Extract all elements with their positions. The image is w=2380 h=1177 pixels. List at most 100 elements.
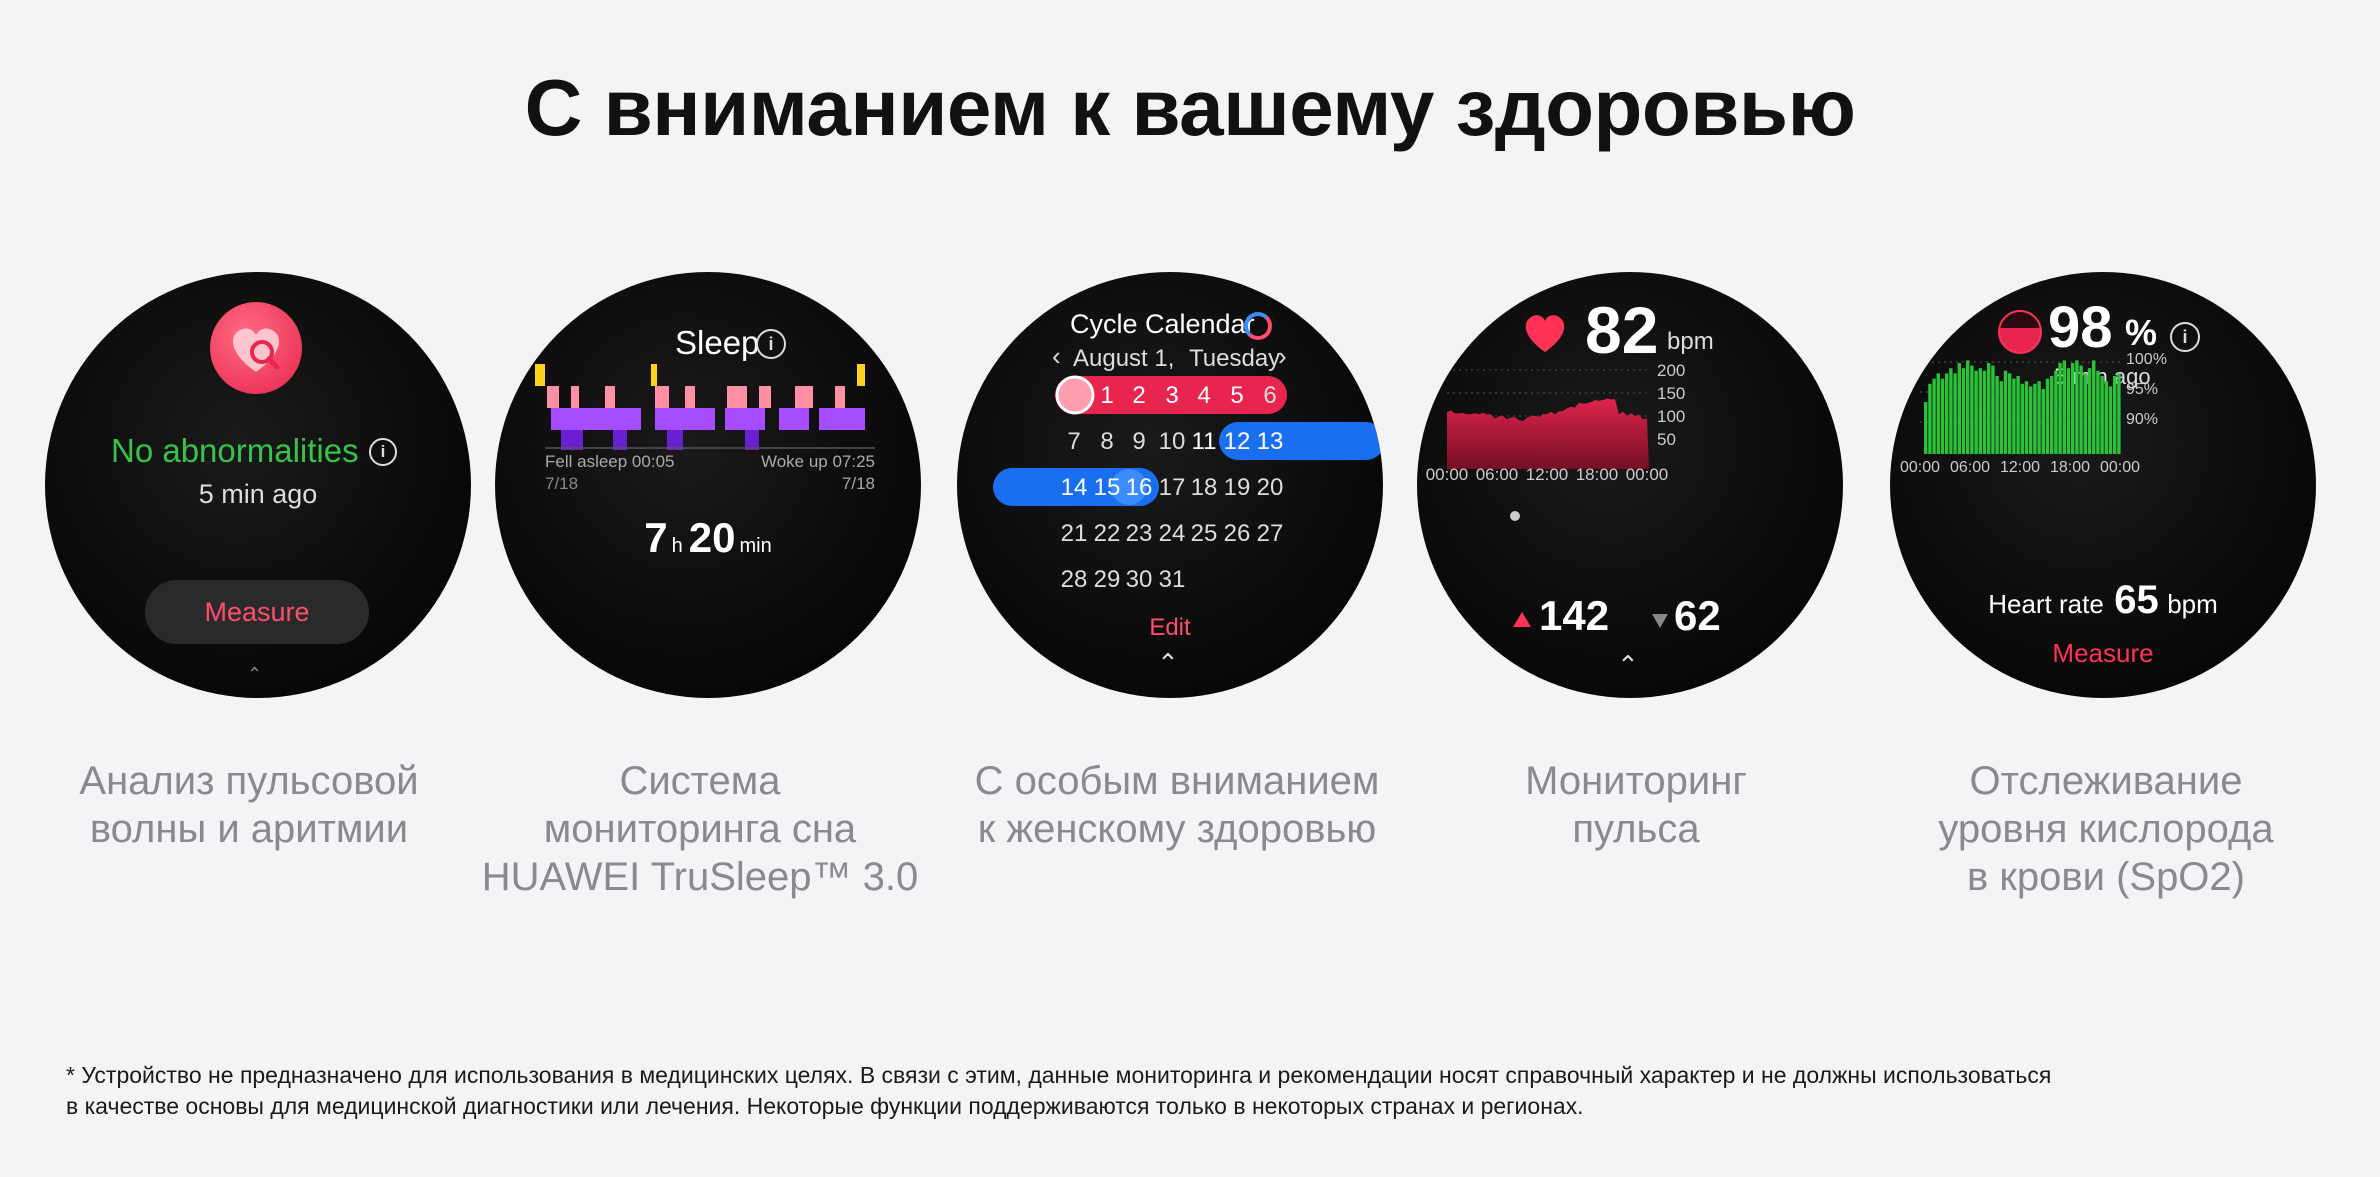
sleep-stage-bar [745, 430, 759, 450]
sleep-stage-bar [571, 386, 579, 408]
spo2-bar [1941, 379, 1944, 454]
spo2-bar [1937, 373, 1940, 454]
calendar-day[interactable]: 15 [1094, 474, 1121, 501]
spo2-bar [2092, 360, 2095, 454]
calendar-day[interactable]: 20 [1257, 474, 1284, 501]
spo2-bar [2012, 379, 2015, 454]
x-tick-label: 06:00 [1950, 459, 1990, 476]
calendar-day[interactable]: 17 [1159, 474, 1186, 501]
caption-line: в крови (SpO2) [1866, 853, 2346, 901]
spo2-bar [2033, 384, 2036, 454]
calendar-day[interactable]: 1 [1100, 382, 1113, 409]
calendar-day[interactable]: 18 [1191, 474, 1218, 501]
spo2-bar [1979, 368, 1982, 454]
spo2-bar [1987, 363, 1990, 454]
calendar-day[interactable]: 28 [1061, 566, 1088, 593]
spo2-bar [2075, 360, 2078, 454]
measure-button[interactable]: Measure [1890, 638, 2316, 669]
spo2-bar [2084, 373, 2087, 454]
fell-asleep-label: Fell asleep 00:05 [545, 452, 674, 472]
spo2-bar [1945, 373, 1948, 454]
watch-heart-rate: 82 bpm 200 150 100 50 00:00 06:00 12:00 18:00 00… [1417, 272, 1843, 698]
chevron-up-icon[interactable]: ⌃ [1617, 650, 1639, 681]
calendar-day[interactable]: 21 [1061, 520, 1088, 547]
calendar-day[interactable]: 19 [1224, 474, 1251, 501]
calendar-day[interactable]: 24 [1159, 520, 1186, 547]
sleep-stage-bar [857, 364, 865, 386]
calendar-day[interactable]: 26 [1224, 520, 1251, 547]
caption-ecg: Анализ пульсовой волны и аритмии [9, 757, 489, 853]
calendar-day[interactable]: 31 [1159, 566, 1186, 593]
spo2-bar [2029, 386, 2032, 454]
spo2-bar [2042, 389, 2045, 454]
calendar-day[interactable]: 22 [1094, 520, 1121, 547]
disclaimer-footnote: * Устройство не предназначено для исполь… [66, 1060, 2316, 1122]
chevron-up-icon[interactable]: ⌃ [1157, 648, 1179, 679]
calendar-day[interactable]: 30 [1126, 566, 1153, 593]
watch-spo2: 98 % i 5 min ago 100%95%90%00:0006:0012:… [1890, 272, 2316, 698]
caption-cycle: С особым вниманием к женскому здоровью [937, 757, 1417, 853]
hr-summary-value: 65 [2114, 578, 2159, 622]
spo2-bar [2117, 373, 2120, 454]
measure-button[interactable]: Measure [145, 580, 369, 644]
x-tick-label: 00:00 [1900, 459, 1940, 476]
sleep-stage-bar [651, 364, 657, 386]
y-tick-label: 90% [2126, 411, 2158, 428]
caption-spo2: Отслеживание уровня кислорода в крови (S… [1866, 757, 2346, 901]
calendar-day[interactable]: 23 [1126, 520, 1153, 547]
calendar-day[interactable]: 5 [1230, 382, 1243, 409]
calendar-day[interactable]: 12 [1224, 428, 1251, 455]
spo2-bar [2000, 381, 2003, 454]
woke-up-label: Woke up 07:25 [761, 452, 875, 472]
footnote-line: в качестве основы для медицинской диагно… [66, 1091, 2316, 1122]
calendar-day[interactable]: 25 [1191, 520, 1218, 547]
calendar-day[interactable]: 13 [1257, 428, 1284, 455]
calendar-day[interactable]: 10 [1159, 428, 1186, 455]
info-icon[interactable]: i [369, 438, 397, 466]
calendar-day[interactable]: 29 [1094, 566, 1121, 593]
spo2-bar [2105, 381, 2108, 454]
x-tick-label: 18:00 [2050, 459, 2090, 476]
spo2-bar [2088, 368, 2091, 454]
caption-line: волны и аритмии [9, 805, 489, 853]
footnote-line: * Устройство не предназначено для исполь… [66, 1060, 2316, 1091]
calendar-day[interactable]: 9 [1132, 428, 1145, 455]
calendar-day[interactable]: 4 [1197, 382, 1210, 409]
spo2-bar [1983, 371, 1986, 454]
watch-ecg: No abnormalities i 5 min ago Measure ⌃ [45, 272, 471, 698]
calendar-day[interactable]: 16 [1126, 474, 1153, 501]
x-tick-label: 00:00 [1426, 465, 1469, 484]
x-tick-label: 00:00 [2100, 459, 2140, 476]
heart-rate-min: 62 [1674, 592, 1721, 640]
calendar-day[interactable]: 2 [1132, 382, 1145, 409]
sleep-stage-bar [655, 408, 715, 430]
caption-heart-rate: Мониторинг пульса [1396, 757, 1876, 853]
calendar-day[interactable]: 6 [1263, 382, 1276, 409]
sleep-stage-bar [835, 386, 845, 408]
sleep-stage-bar [727, 386, 747, 408]
sleep-stage-bar [759, 386, 771, 408]
edit-button[interactable]: Edit [957, 614, 1383, 642]
calendar-day[interactable]: 14 [1061, 474, 1088, 501]
calendar-day[interactable]: 27 [1257, 520, 1284, 547]
sleep-duration: 7 h 20 min [495, 514, 921, 562]
sleep-stage-bar [795, 386, 813, 408]
calendar-day[interactable]: 3 [1165, 382, 1178, 409]
sleep-stage-bar [667, 430, 683, 450]
sleep-stage-bar [685, 386, 695, 408]
calendar-day[interactable]: 8 [1100, 428, 1113, 455]
watch-sleep: Sleep i Fell asleep 00:05 7/18 Woke up 0… [495, 272, 921, 698]
calendar-day[interactable]: 7 [1067, 428, 1080, 455]
spo2-bar [2079, 366, 2082, 454]
spo2-bar [2063, 360, 2066, 454]
sleep-stage-bar [605, 386, 615, 408]
sleep-stage-bar [535, 364, 545, 386]
measure-label: Measure [145, 580, 369, 644]
ecg-status: No abnormalities [111, 432, 359, 470]
chevron-up-icon[interactable]: ⌃ [247, 664, 262, 685]
sleep-stage-bar [613, 430, 627, 450]
calendar-day[interactable]: 11 [1192, 428, 1217, 455]
x-tick-label: 12:00 [1526, 465, 1569, 484]
x-tick-label: 18:00 [1576, 465, 1619, 484]
spo2-bar [2021, 384, 2024, 454]
